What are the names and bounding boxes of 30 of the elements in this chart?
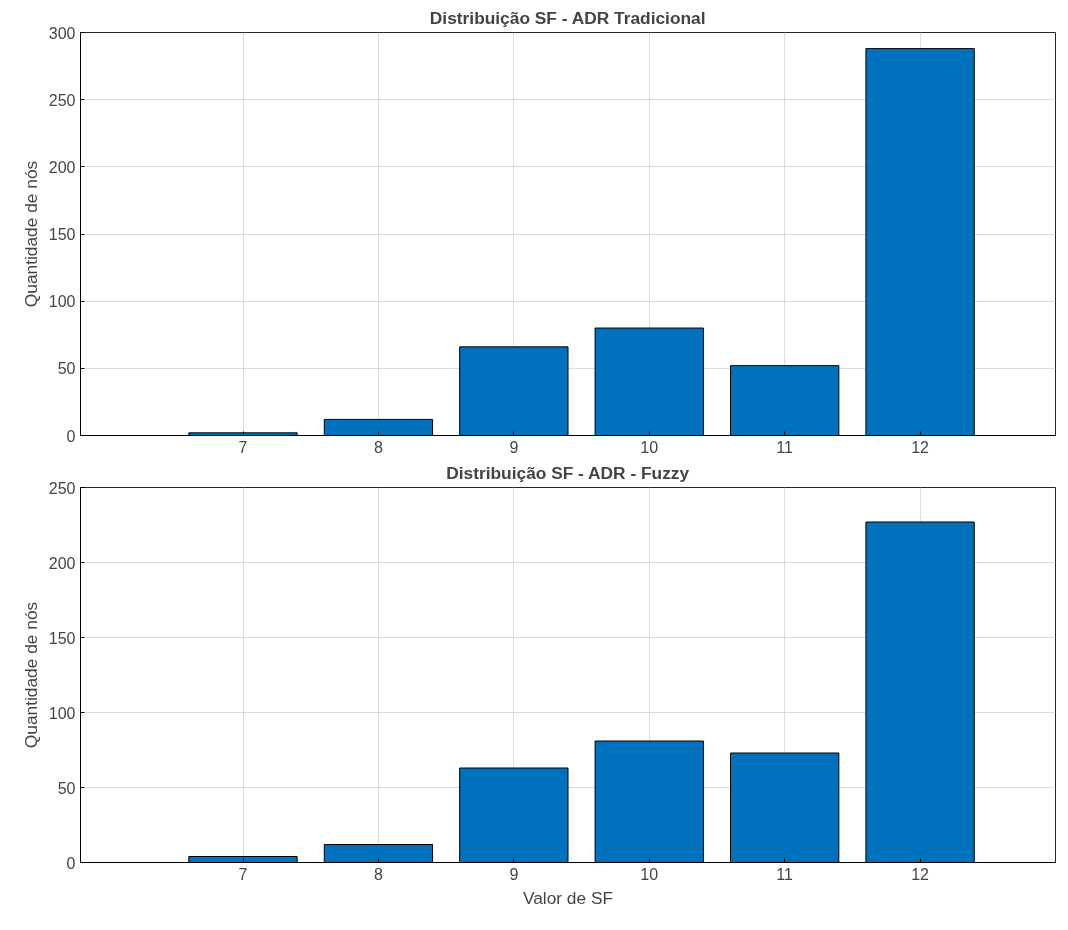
y-tick-label: 150 xyxy=(48,629,76,647)
x-tick-label: 12 xyxy=(911,865,930,883)
y-tick-label: 250 xyxy=(48,91,76,109)
y-tick-label: 100 xyxy=(48,704,76,722)
x-tick-label: 8 xyxy=(373,865,383,883)
y-tick-label: 200 xyxy=(48,158,76,176)
x-tick-label: 10 xyxy=(640,865,659,883)
y-tick-label: 50 xyxy=(57,779,76,797)
y-tick-label: 150 xyxy=(48,226,76,243)
x-tick-label: 7 xyxy=(238,865,248,883)
x-tick-label: 9 xyxy=(509,865,519,883)
y-tick-label: 0 xyxy=(66,427,76,445)
x-tick-label: 12 xyxy=(911,438,930,456)
x-tick-label: 9 xyxy=(509,438,519,456)
x-tick-label: 8 xyxy=(373,438,383,456)
y-tick-label: 300 xyxy=(48,24,76,42)
y-tick-label: 0 xyxy=(66,854,76,872)
y-tick-label: 250 xyxy=(48,479,76,497)
x-tick-label: 10 xyxy=(640,438,659,456)
chart-title: Distribuição SF - ADR Tradicional xyxy=(429,7,706,28)
x-axis-title: Valor de SF xyxy=(522,887,614,908)
x-tick-label: 11 xyxy=(776,438,794,456)
y-axis-title: Quantidade de nós xyxy=(20,601,41,749)
y-tick-label: 100 xyxy=(48,293,76,311)
x-tick-label: 11 xyxy=(776,865,794,883)
y-tick-label: 200 xyxy=(48,554,76,572)
x-tick-label: 7 xyxy=(238,438,248,456)
y-tick-label: 50 xyxy=(57,360,76,378)
chart-title: Distribuição SF - ADR - Fuzzy xyxy=(446,462,690,483)
y-axis-title: Quantidade de nós xyxy=(20,160,41,308)
